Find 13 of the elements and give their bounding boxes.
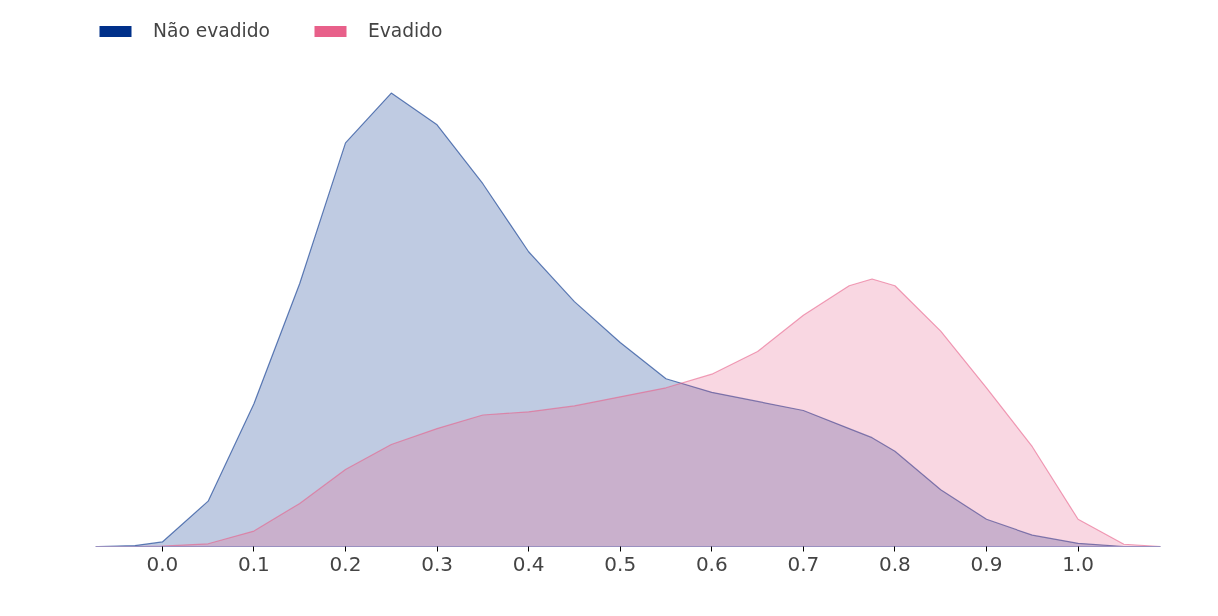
x-tick-label: 0.2 [329,551,362,576]
x-tick-label: 1.0 [1062,551,1094,576]
x-tick-label: 0.8 [879,551,911,576]
x-tick-label: 0.0 [146,551,179,576]
x-tick-label: 0.6 [695,551,728,576]
x-tick-label: 0.3 [421,551,453,576]
x-tick-label: 0.5 [604,551,637,576]
x-tick-label: 0.7 [787,551,820,576]
x-tick-label: 0.9 [970,551,1003,576]
legend-label: Evadido [367,20,443,41]
legend-label: Não evadido [153,20,270,41]
x-tick-label: 0.1 [238,551,270,576]
x-tick-label: 0.4 [512,551,545,576]
